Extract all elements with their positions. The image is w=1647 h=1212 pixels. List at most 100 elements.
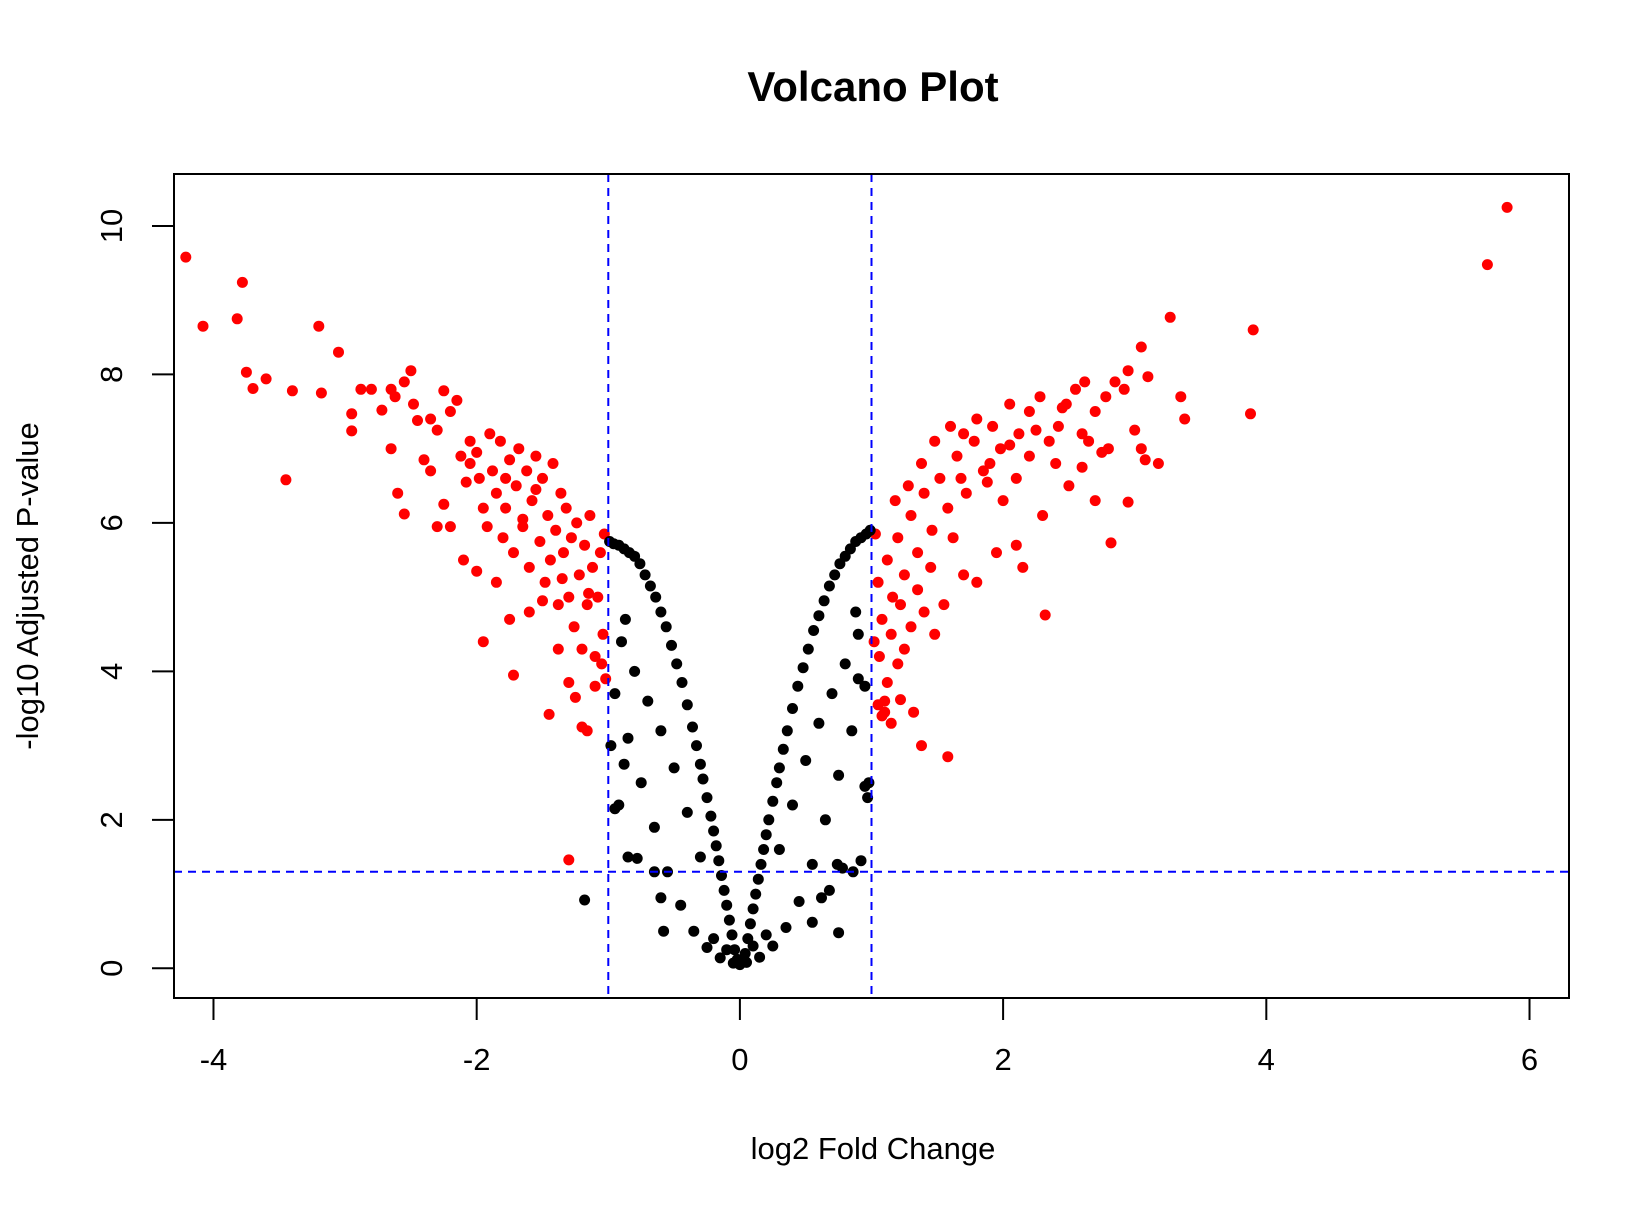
data-point <box>497 532 509 544</box>
data-point <box>1122 496 1134 508</box>
data-point <box>831 858 843 870</box>
data-point <box>879 706 891 718</box>
data-point <box>823 884 835 896</box>
data-point <box>1023 450 1035 462</box>
data-point <box>558 547 569 559</box>
data-point <box>560 502 572 514</box>
data-point <box>666 639 677 651</box>
data-point <box>850 606 862 618</box>
data-point <box>260 373 272 385</box>
data-point <box>1164 311 1176 323</box>
points-layer <box>180 201 1513 971</box>
data-point <box>1052 420 1064 432</box>
data-point <box>650 591 662 603</box>
data-point <box>968 435 980 447</box>
data-point <box>797 662 809 674</box>
data-point <box>1076 428 1088 440</box>
x-tick-label: 6 <box>1521 1042 1538 1077</box>
data-point <box>240 366 252 378</box>
data-point <box>752 873 764 885</box>
data-point <box>581 725 593 737</box>
data-point <box>425 465 437 477</box>
data-point <box>912 547 924 559</box>
data-point <box>563 854 575 866</box>
data-point <box>500 502 512 514</box>
data-point <box>537 472 548 484</box>
data-point <box>392 487 404 499</box>
data-point <box>513 443 525 455</box>
data-point <box>1023 406 1035 417</box>
data-point <box>635 777 647 789</box>
data-point <box>885 628 897 640</box>
data-point <box>739 948 751 959</box>
data-point <box>444 521 456 533</box>
data-point <box>490 487 502 499</box>
data-point <box>754 951 766 963</box>
data-point <box>1010 539 1022 551</box>
data-point <box>398 508 410 520</box>
data-point <box>802 643 814 655</box>
data-point <box>813 610 825 622</box>
data-point <box>639 569 651 581</box>
data-point <box>547 458 559 469</box>
data-point <box>714 952 726 964</box>
data-point <box>1034 391 1046 403</box>
data-point <box>781 725 793 737</box>
data-point <box>1089 406 1101 417</box>
x-tick-label: 0 <box>731 1042 748 1077</box>
data-point <box>508 669 519 681</box>
data-point <box>431 424 443 436</box>
data-point <box>902 480 914 492</box>
data-point <box>313 320 325 332</box>
data-point <box>286 385 298 397</box>
data-point <box>1050 458 1062 469</box>
data-point <box>1179 413 1191 425</box>
data-point <box>771 777 783 789</box>
data-point <box>508 547 519 559</box>
data-point <box>581 599 593 611</box>
data-point <box>905 621 917 633</box>
data-point <box>808 625 820 636</box>
data-point <box>597 628 609 640</box>
data-point <box>912 584 924 596</box>
data-point <box>829 569 841 581</box>
data-point <box>908 706 920 718</box>
data-point <box>438 498 450 510</box>
data-point <box>668 762 680 774</box>
data-point <box>763 814 775 826</box>
data-point <box>494 435 506 447</box>
y-tick-label: 2 <box>94 811 129 828</box>
data-point <box>687 721 698 733</box>
data-point <box>833 927 845 939</box>
data-point <box>616 636 627 648</box>
data-point <box>1129 424 1141 436</box>
y-tick-label: 10 <box>94 209 129 243</box>
data-point <box>1139 454 1151 466</box>
data-point <box>800 755 812 766</box>
threshold-lines <box>174 174 1569 998</box>
data-point <box>1247 324 1259 336</box>
data-point <box>929 435 941 447</box>
data-point <box>523 606 535 618</box>
data-point <box>868 636 880 648</box>
data-point <box>563 591 575 603</box>
data-point <box>760 829 772 841</box>
data-point <box>1013 428 1025 440</box>
y-tick-label: 6 <box>94 514 129 531</box>
data-point <box>613 799 625 811</box>
data-point <box>816 892 827 904</box>
data-point <box>642 695 654 707</box>
data-point <box>934 472 946 484</box>
data-point <box>412 415 423 426</box>
data-point <box>631 852 643 864</box>
data-point <box>1501 201 1513 213</box>
data-point <box>473 472 485 484</box>
data-point <box>859 680 871 692</box>
data-point <box>180 251 192 263</box>
data-point <box>355 383 367 395</box>
data-point <box>675 899 687 911</box>
data-point <box>346 425 358 437</box>
data-point <box>741 956 752 968</box>
data-point <box>589 680 601 692</box>
data-point <box>926 524 938 536</box>
